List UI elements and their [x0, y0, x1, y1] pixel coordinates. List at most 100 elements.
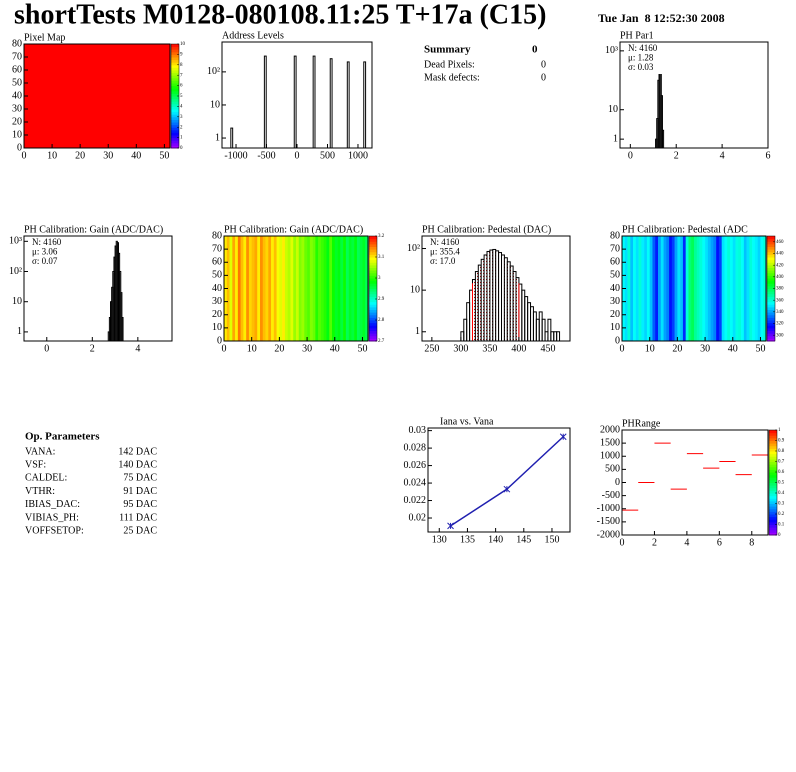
colorbar-strip — [171, 46, 179, 50]
y-tick-label: 20 — [212, 309, 222, 320]
colorbar-strip — [369, 291, 377, 295]
heatmap-cell — [257, 236, 261, 341]
colorbar-strip — [171, 59, 179, 63]
colorbar-strip — [171, 140, 179, 144]
heatmap-cell — [627, 236, 631, 341]
heatmap-cell — [646, 236, 650, 341]
z-tick-label: 360 — [776, 298, 784, 303]
colorbar-strip — [769, 469, 777, 473]
colorbar-strip — [369, 299, 377, 303]
heatmap-cell — [315, 236, 319, 341]
param-label: CALDEL: — [25, 473, 67, 484]
colorbar-strip — [767, 257, 775, 261]
y-tick-label: 80 — [12, 38, 22, 49]
panel-title: PH Par1 — [620, 30, 654, 41]
summary-label: Dead Pixels: — [424, 59, 475, 70]
colorbar-strip — [369, 320, 377, 324]
colorbar-strip — [769, 453, 777, 457]
z-tick-label: 0.4 — [778, 491, 785, 496]
heatmap-cell — [741, 236, 745, 341]
colorbar-strip — [769, 440, 777, 444]
y-tick-label: 10 — [608, 104, 618, 115]
frame — [23, 235, 173, 342]
summary-value: 0 — [541, 72, 546, 83]
heatmap-cell — [705, 236, 709, 341]
heatmap-cell — [284, 236, 288, 341]
x-tick-label: 400 — [511, 343, 526, 354]
param-value: 25 DAC — [123, 525, 157, 536]
y-tick-label: 2000 — [600, 424, 620, 435]
x-tick-label: 300 — [453, 343, 468, 354]
heatmap-cell — [354, 236, 358, 341]
z-tick-label: 300 — [776, 333, 784, 338]
y-tick-label: 10² — [9, 266, 22, 277]
heatmap-cell — [309, 236, 313, 341]
param-value: 95 DAC — [123, 499, 157, 510]
colorbar-strip — [767, 327, 775, 331]
summary-title: Summary — [424, 44, 471, 56]
colorbar-strip — [769, 482, 777, 486]
colorbar-strip — [171, 70, 179, 74]
colorbar-strip — [769, 490, 777, 494]
z-tick-label: 0.5 — [778, 481, 785, 486]
y-tick-label: 0.02 — [409, 512, 427, 523]
colorbar-strip — [369, 333, 377, 337]
marker — [503, 485, 511, 493]
colorbar-strip — [769, 472, 777, 476]
x-tick-label: 10 — [47, 150, 57, 161]
heatmap-cell — [240, 236, 244, 341]
colorbar-strip — [769, 498, 777, 502]
heatmap-cell — [248, 236, 252, 341]
z-tick-label: 2.8 — [378, 318, 385, 323]
heatmap-cell — [707, 236, 711, 341]
z-tick-label: 0.9 — [778, 439, 785, 444]
marker — [447, 522, 454, 530]
heatmap-cell — [699, 236, 703, 341]
y-tick-label: 70 — [610, 243, 620, 254]
colorbar-strip — [369, 283, 377, 287]
heatmap-cell — [362, 236, 366, 341]
x-tick-label: 2 — [90, 343, 95, 354]
date: Tue Jan 8 12:52:30 2008 — [598, 11, 725, 25]
heatmap-cell — [638, 236, 642, 341]
heatmap-cell — [318, 236, 322, 341]
colorbar-strip — [369, 309, 377, 313]
y-tick-label: 0 — [615, 477, 620, 488]
x-tick-label: 0 — [44, 343, 49, 354]
colorbar-strip — [767, 251, 775, 255]
heatmap-cell — [663, 236, 667, 341]
x-tick-label: 30 — [302, 343, 312, 354]
y-tick-label: 10 — [212, 322, 222, 333]
heatmap-cell — [754, 236, 758, 341]
param-value: 75 DAC — [123, 473, 157, 484]
heatmap-cell — [677, 236, 681, 341]
x-tick-label: 50 — [755, 343, 765, 354]
colorbar-strip — [767, 249, 775, 253]
colorbar-strip — [769, 516, 777, 520]
z-tick-label: 380 — [776, 287, 784, 292]
z-tick-label: 0 — [778, 533, 781, 538]
colorbar-strip — [767, 278, 775, 282]
colorbar-strip — [369, 243, 377, 247]
z-tick-label: 3 — [180, 115, 183, 120]
heatmap-cell — [757, 236, 761, 341]
colorbar-strip — [369, 293, 377, 297]
colorbar-strip — [369, 246, 377, 250]
x-tick-label: 20 — [672, 343, 682, 354]
x-tick-label: 135 — [460, 534, 475, 545]
colorbar-strip — [369, 275, 377, 279]
heatmap-cell — [323, 236, 327, 341]
colorbar-strip — [369, 327, 377, 331]
colorbar-strip — [769, 524, 777, 528]
stats-text: σ: 17.0 — [430, 256, 456, 266]
colorbar-strip — [769, 435, 777, 439]
y-tick-label: 40 — [610, 283, 620, 294]
heatmap-cell — [738, 236, 742, 341]
colorbar-strip — [767, 309, 775, 313]
y-tick-label: 80 — [610, 230, 620, 241]
colorbar-strip — [767, 259, 775, 263]
x-tick-label: 4 — [135, 343, 140, 354]
colorbar-strip — [369, 236, 377, 240]
z-tick-label: 9 — [180, 53, 183, 58]
